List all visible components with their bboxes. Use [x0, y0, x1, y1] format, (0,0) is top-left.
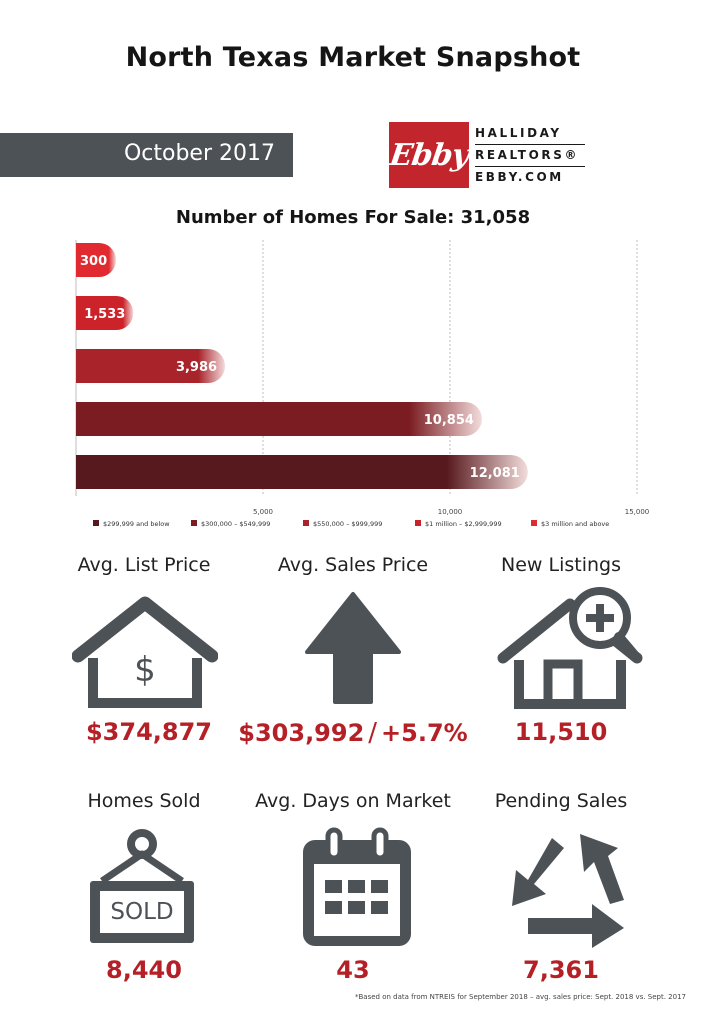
- list-price-value: $374,877: [85, 718, 212, 746]
- new-listings-label: New Listings: [501, 554, 621, 576]
- legend-swatch: [93, 520, 99, 526]
- bar-value-label: 10,854: [424, 413, 474, 428]
- x-tick-label: 15,000: [625, 508, 650, 516]
- chart-title: Number of Homes For Sale: 31,058: [175, 207, 531, 228]
- sales-price-value: $303,992: [238, 719, 365, 747]
- homes-sold-value: 8,440: [106, 956, 182, 984]
- legend-label: $299,999 and below: [103, 520, 170, 528]
- legend-label: $300,000 – $549,999: [201, 520, 270, 528]
- recycle-arrows-icon: [512, 834, 624, 948]
- new-listings-value: 11,510: [514, 718, 608, 746]
- sales-price-label: Avg. Sales Price: [277, 554, 429, 576]
- footnote: *Based on data from NTREIS for September…: [355, 993, 686, 1001]
- pending-sales-value: 7,361: [523, 956, 599, 984]
- sales-price-value-group: $303,992/+5.7%: [233, 718, 473, 748]
- legend-label: $550,000 – $999,999: [313, 520, 382, 528]
- month-label: October 2017: [123, 141, 275, 166]
- legend-swatch: [303, 520, 309, 526]
- brand-logo: Ebby HALLIDAY REALTORS® EBBY.COM: [389, 122, 585, 188]
- house-dollar-icon: $: [72, 596, 218, 708]
- arrow-up-icon: [305, 592, 401, 704]
- svg-text:$: $: [134, 650, 156, 690]
- bar-value-label: 1,533: [84, 307, 125, 322]
- legend-label: $1 million – $2,999,999: [425, 520, 502, 528]
- legend-swatch: [415, 520, 421, 526]
- month-banner: October 2017: [0, 133, 293, 177]
- bar: [76, 296, 134, 330]
- bar: [76, 402, 482, 436]
- legend-swatch: [531, 520, 537, 526]
- days-on-market-label: Avg. Days on Market: [255, 790, 451, 812]
- legend-label: $3 million and above: [541, 520, 609, 528]
- page-title: North Texas Market Snapshot: [125, 42, 581, 73]
- bar-value-label: 12,081: [470, 466, 520, 481]
- slash-divider: /: [368, 718, 378, 748]
- legend-swatch: [191, 520, 197, 526]
- bar: [76, 243, 116, 277]
- sales-price-change: +5.7%: [381, 719, 468, 747]
- logo-wordmark: HALLIDAY REALTORS® EBBY.COM: [475, 125, 585, 190]
- calendar-icon: [303, 827, 411, 946]
- x-tick-label: 5,000: [253, 508, 273, 516]
- logo-script: Ebby: [389, 137, 469, 173]
- logo-line-2: REALTORS®: [475, 147, 585, 167]
- sold-sign-text: SOLD: [110, 899, 174, 925]
- x-tick-label: 10,000: [438, 508, 463, 516]
- list-price-label: Avg. List Price: [77, 554, 211, 576]
- logo-mark: Ebby: [389, 122, 469, 188]
- homes-sold-label: Homes Sold: [87, 790, 201, 812]
- bar: [76, 455, 528, 489]
- logo-line-1: HALLIDAY: [475, 125, 585, 145]
- bar-value-label: 3,986: [176, 360, 217, 375]
- house-plus-icon: [497, 587, 643, 709]
- homes-for-sale-chart: 5,000 10,000 15,000 300 1,533 3,986 10,854 12,0…: [75, 240, 650, 528]
- pending-sales-label: Pending Sales: [494, 790, 628, 812]
- sold-sign-icon: [90, 829, 194, 943]
- logo-line-3: EBBY.COM: [475, 170, 564, 184]
- bar: [76, 349, 226, 383]
- days-on-market-value: 43: [336, 956, 370, 984]
- bar-value-label: 300: [80, 254, 107, 269]
